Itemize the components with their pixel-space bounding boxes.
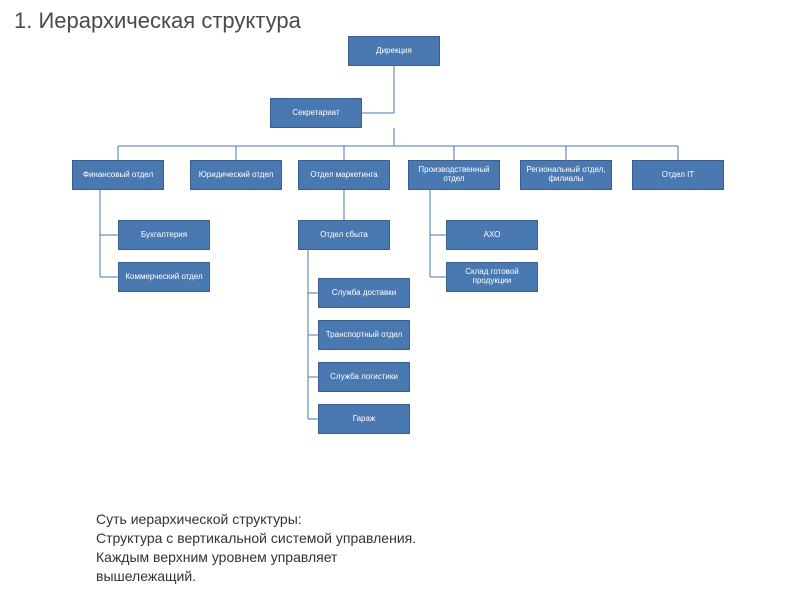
org-node-gar: Гараж [318, 404, 410, 434]
org-node-prod: Производственный отдел [408, 160, 500, 190]
org-node-aho: АХО [446, 220, 538, 250]
org-node-kom: Коммерческий отдел [118, 262, 210, 292]
org-node-fin: Финансовый отдел [72, 160, 164, 190]
org-node-sklad: Склад готовой продукции [446, 262, 538, 292]
org-node-it: Отдел IT [632, 160, 724, 190]
page-title: 1. Иерархическая структура [14, 8, 301, 34]
org-node-sec: Секретариат [270, 98, 362, 128]
org-node-sbyt: Отдел сбыта [298, 220, 390, 250]
org-node-jur: Юридический отдел [190, 160, 282, 190]
org-node-dir: Дирекция [348, 36, 440, 66]
footer-text: Суть иерархической структуры:Структура с… [96, 510, 516, 586]
org-node-logi: Служба логистики [318, 362, 410, 392]
org-node-reg: Региональный отдел, филиалы [520, 160, 612, 190]
org-node-buh: Бухгалтерия [118, 220, 210, 250]
org-node-mkt: Отдел маркетинга [298, 160, 390, 190]
org-node-dost: Служба доставки [318, 278, 410, 308]
org-node-trans: Транспортный отдел [318, 320, 410, 350]
